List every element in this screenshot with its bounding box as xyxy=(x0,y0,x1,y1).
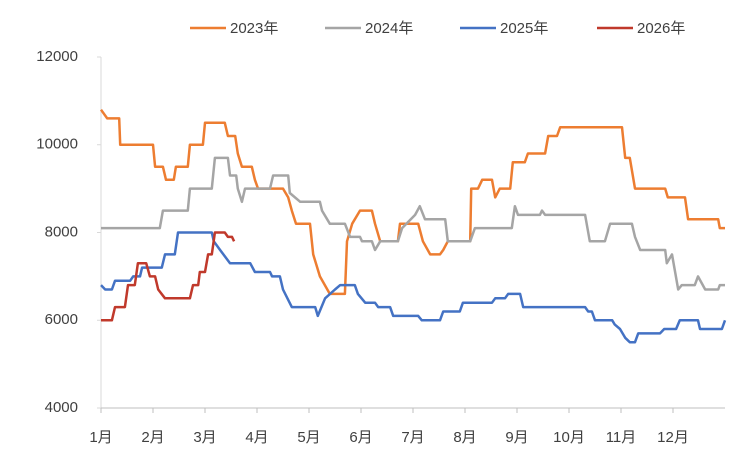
y-tick-label: 10000 xyxy=(36,136,78,153)
x-tick-label: 7月 xyxy=(401,429,424,446)
series-line xyxy=(101,231,236,322)
x-tick-label: 6月 xyxy=(349,429,372,446)
x-tick-label: 1月 xyxy=(89,429,112,446)
series-line xyxy=(100,231,727,344)
x-tick-label: 5月 xyxy=(297,429,320,446)
legend-label: 2024年 xyxy=(365,20,413,37)
series-line xyxy=(99,108,725,296)
series-line xyxy=(101,156,725,291)
x-tick-label: 10月 xyxy=(553,429,585,446)
legend-label: 2023年 xyxy=(230,20,278,37)
x-tick-label: 2月 xyxy=(141,429,164,446)
x-tick-label: 9月 xyxy=(505,429,528,446)
y-tick-label: 8000 xyxy=(45,223,78,240)
legend-label: 2025年 xyxy=(500,20,548,37)
x-tick-label: 8月 xyxy=(453,429,476,446)
y-tick-label: 12000 xyxy=(36,48,78,65)
y-tick-label: 4000 xyxy=(45,399,78,416)
x-tick-label: 12月 xyxy=(657,429,689,446)
x-tick-label: 3月 xyxy=(193,429,216,446)
x-tick-label: 4月 xyxy=(245,429,268,446)
y-tick-label: 6000 xyxy=(45,311,78,328)
x-tick-label: 11月 xyxy=(606,429,637,446)
legend-label: 2026年 xyxy=(637,20,685,37)
